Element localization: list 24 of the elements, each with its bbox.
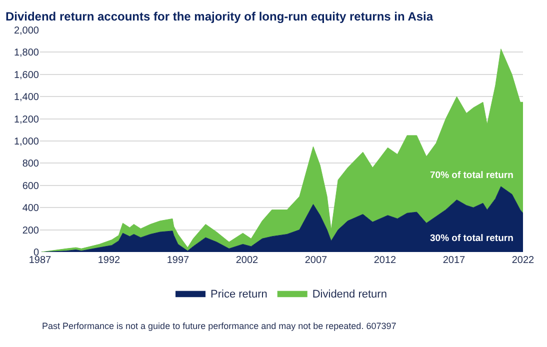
text: Past Performance is not a guide to future performance and may not be repeated. 607397 <box>42 321 396 331</box>
x-tick-label: 1987 <box>28 255 52 266</box>
legend-label: Dividend return <box>312 288 387 300</box>
y-tick-label: 2,000 <box>14 26 40 36</box>
y-tick-label: 600 <box>22 180 40 192</box>
annotation: 30% of total return <box>430 233 514 244</box>
chart-title: Dividend return accounts for the majority of long-run equity returns in Asia <box>5 10 434 24</box>
x-tick-label: 1992 <box>98 255 121 266</box>
y-tick-label: 1,600 <box>14 70 40 81</box>
y-tick-label: 800 <box>22 158 40 170</box>
y-tick-label: 1,800 <box>14 48 40 59</box>
y-tick-label: 1,200 <box>14 114 40 126</box>
y-tick-label: 1,400 <box>14 92 40 104</box>
x-tick-label: 2022 <box>512 255 535 266</box>
x-tick-label: 1997 <box>166 255 190 266</box>
x-tick-label: 2002 <box>236 255 259 266</box>
y-tick-label: 200 <box>22 225 40 236</box>
y-tick-label: 1,000 <box>14 136 40 148</box>
x-tick-label: 2012 <box>374 255 397 266</box>
x-tick-label: 2007 <box>304 255 328 266</box>
annotation: 70% of total return <box>430 170 514 181</box>
legend-label: Price return <box>210 288 268 300</box>
y-tick-label: 400 <box>22 203 40 214</box>
x-tick-label: 2017 <box>442 255 466 266</box>
